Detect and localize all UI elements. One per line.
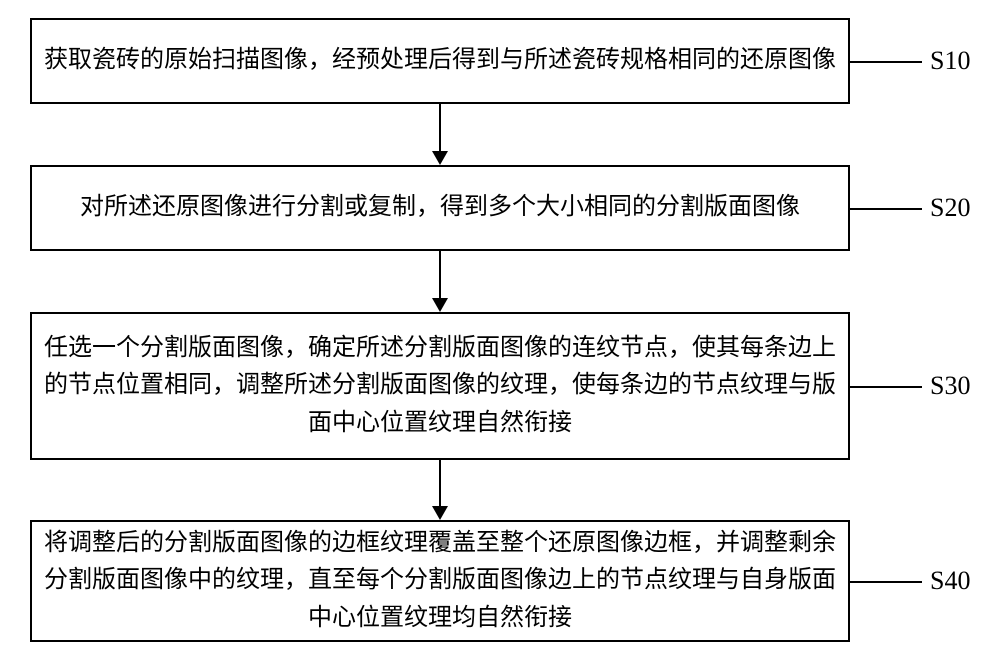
step-s30-label-connector: [850, 386, 922, 388]
step-s30-text: 任选一个分割版面图像，确定所述分割版面图像的连纹节点，使其每条边上的节点位置相同…: [42, 330, 838, 442]
step-s30-box: 任选一个分割版面图像，确定所述分割版面图像的连纹节点，使其每条边上的节点位置相同…: [30, 312, 850, 460]
arrow-s30-s40-head: [432, 506, 448, 520]
step-s20-box: 对所述还原图像进行分割或复制，得到多个大小相同的分割版面图像: [30, 165, 850, 251]
step-s30-label: S30: [930, 371, 970, 401]
arrow-s10-s20-line: [439, 104, 441, 151]
step-s40-text: 将调整后的分割版面图像的边框纹理覆盖至整个还原图像边框，并调整剩余分割版面图像中…: [42, 525, 838, 637]
step-s20-text: 对所述还原图像进行分割或复制，得到多个大小相同的分割版面图像: [80, 189, 800, 226]
step-s10-text: 获取瓷砖的原始扫描图像，经预处理后得到与所述瓷砖规格相同的还原图像: [44, 42, 836, 79]
arrow-s20-s30-line: [439, 251, 441, 298]
arrow-s20-s30-head: [432, 298, 448, 312]
step-s10-label: S10: [930, 46, 970, 76]
step-s10-label-connector: [850, 61, 922, 63]
step-s40-label-connector: [850, 581, 922, 583]
step-s40-box: 将调整后的分割版面图像的边框纹理覆盖至整个还原图像边框，并调整剩余分割版面图像中…: [30, 520, 850, 642]
step-s10-box: 获取瓷砖的原始扫描图像，经预处理后得到与所述瓷砖规格相同的还原图像: [30, 18, 850, 104]
step-s20-label-connector: [850, 208, 922, 210]
step-s20-label: S20: [930, 193, 970, 223]
arrow-s10-s20-head: [432, 151, 448, 165]
arrow-s30-s40-line: [439, 460, 441, 506]
flowchart-canvas: 获取瓷砖的原始扫描图像，经预处理后得到与所述瓷砖规格相同的还原图像 S10 对所…: [0, 0, 1000, 664]
step-s40-label: S40: [930, 566, 970, 596]
